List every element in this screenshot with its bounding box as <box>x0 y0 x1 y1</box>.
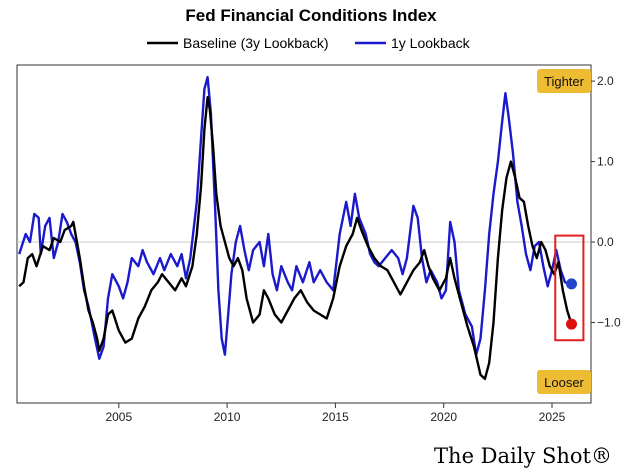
x-tick-label-2005: 2005 <box>105 410 132 424</box>
plot-frame <box>16 64 592 404</box>
highlight-box <box>554 234 585 342</box>
end-marker-baseline <box>566 318 578 330</box>
chart-title: Fed Financial Conditions Index <box>185 6 437 25</box>
tag-looser-bg <box>537 370 591 394</box>
y-tick-label-1: 1.0 <box>597 155 614 169</box>
tag-tighter: Tighter <box>537 69 591 93</box>
legend-label-1y: 1y Lookback <box>391 35 471 51</box>
series-line-baseline <box>18 96 573 381</box>
y-tick-label-0: 2.0 <box>597 74 614 88</box>
tag-looser: Looser <box>537 370 591 394</box>
source-brand: The Daily Shot® <box>434 444 612 468</box>
legend-label-baseline: Baseline (3y Lookback) <box>183 35 329 51</box>
end-marker-1y <box>566 278 578 290</box>
tag-looser-label: Looser <box>544 375 584 390</box>
x-tick-label-2025: 2025 <box>539 410 566 424</box>
tag-tighter-bg <box>537 69 591 93</box>
legend: Baseline (3y Lookback) 1y Lookback <box>147 35 471 51</box>
highlight-box-group <box>554 234 585 342</box>
x-tick-label-2015: 2015 <box>322 410 349 424</box>
y-tick-label-3: −1.0 <box>597 316 621 330</box>
x-tick-label-2010: 2010 <box>214 410 241 424</box>
tag-tighter-label: Tighter <box>544 74 585 89</box>
x-tick-label-2020: 2020 <box>430 410 457 424</box>
series-line-1y <box>18 75 572 360</box>
y-tick-label-2: 0.0 <box>597 235 614 249</box>
